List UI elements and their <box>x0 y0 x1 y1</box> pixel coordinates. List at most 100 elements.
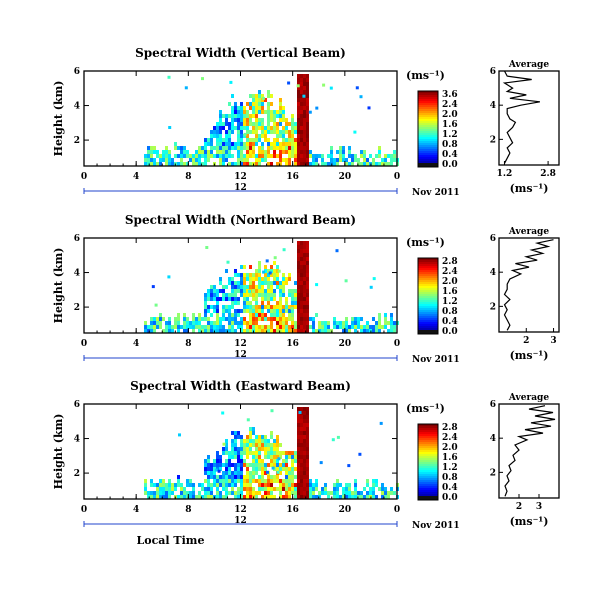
heatmap-cell <box>264 293 267 297</box>
heatmap-cell <box>318 321 321 325</box>
heatmap-cell <box>210 134 213 138</box>
heatmap-cell <box>300 102 303 106</box>
heatmap-cell <box>285 158 288 162</box>
heatmap-cell <box>225 495 228 499</box>
heatmap-cell <box>342 491 345 495</box>
x-tick-label: 16 <box>286 172 299 182</box>
average-y-tick: 4 <box>490 434 496 444</box>
heatmap-cell <box>207 455 210 459</box>
heatmap-cell <box>336 435 340 439</box>
heatmap-cell <box>264 305 267 309</box>
heatmap-cell <box>228 122 231 126</box>
heatmap-cell <box>252 297 255 301</box>
heatmap-cell <box>300 130 303 134</box>
heatmap-cell <box>294 154 297 158</box>
heatmap-cell <box>249 285 252 289</box>
heatmap-cell <box>243 443 246 447</box>
heatmap-cell <box>249 317 252 321</box>
heatmap-cell <box>273 329 276 333</box>
heatmap-cell <box>300 431 303 435</box>
heatmap-cell <box>273 495 276 499</box>
x-tick-label: 0 <box>81 172 87 182</box>
heatmap-cell <box>228 471 231 475</box>
heatmap-cell <box>252 451 255 455</box>
heatmap-cell <box>168 483 171 487</box>
heatmap-cell <box>390 158 393 162</box>
heatmap-cell <box>231 130 234 134</box>
heatmap-cell <box>306 114 309 118</box>
heatmap-cell <box>294 138 297 142</box>
colorbar-tick: 0.0 <box>442 327 458 337</box>
heatmap-cell <box>330 154 333 158</box>
heatmap-cell <box>255 325 258 329</box>
heatmap-cell <box>270 479 273 483</box>
heatmap-cell <box>294 483 297 487</box>
heatmap-cell <box>237 495 240 499</box>
heatmap-cell <box>252 273 255 277</box>
heatmap-cell <box>264 273 267 277</box>
heatmap-cell <box>279 471 282 475</box>
heatmap-cell <box>255 142 258 146</box>
heatmap-cell <box>222 293 225 297</box>
heatmap-cell <box>240 273 243 277</box>
heatmap-cell <box>363 154 366 158</box>
heatmap-cell <box>276 146 279 150</box>
heatmap-cell <box>243 162 246 166</box>
heatmap-cell <box>222 142 225 146</box>
average-x-tick: 1.2 <box>497 169 513 179</box>
heatmap-cell <box>246 475 249 479</box>
heatmap-cell <box>369 491 372 495</box>
heatmap-cell <box>261 463 264 467</box>
heatmap-cell <box>279 158 282 162</box>
heatmap-cell <box>294 150 297 154</box>
heatmap-cell <box>306 245 309 249</box>
heatmap-cell <box>231 110 234 114</box>
heatmap-cell <box>237 463 240 467</box>
heatmap-cell <box>351 325 354 329</box>
heatmap-cell <box>321 158 324 162</box>
heatmap-cell <box>228 154 231 158</box>
heatmap-cell <box>393 491 396 495</box>
heatmap-cell <box>195 158 198 162</box>
heatmap-cell <box>378 154 381 158</box>
heatmap-cell <box>234 491 237 495</box>
heatmap-cell <box>246 273 249 277</box>
heatmap-cell <box>162 317 165 321</box>
heatmap-cell <box>237 467 240 471</box>
heatmap-cell <box>297 471 300 475</box>
heatmap-cell <box>222 297 225 301</box>
heatmap-cell <box>219 122 222 126</box>
heatmap-cell <box>246 479 249 483</box>
y-axis-label: Height (km) <box>52 81 65 157</box>
heatmap-cell <box>303 317 306 321</box>
heatmap-cell <box>231 471 234 475</box>
heatmap-cell <box>300 439 303 443</box>
heatmap-cell <box>288 134 291 138</box>
heatmap-cell <box>213 305 216 309</box>
heatmap-cell <box>210 130 213 134</box>
heatmap-cell <box>273 459 276 463</box>
heatmap-cell <box>168 495 171 499</box>
heatmap-cell <box>252 138 255 142</box>
heatmap-cell <box>255 471 258 475</box>
heatmap-cell <box>303 74 306 78</box>
heatmap-cell <box>153 317 156 321</box>
heatmap-cell <box>276 309 279 313</box>
heatmap-cell <box>234 281 237 285</box>
heatmap-cell <box>261 118 264 122</box>
heatmap-cell <box>231 443 234 447</box>
heatmap-cell <box>297 443 300 447</box>
average-x-tick: 2 <box>516 502 522 512</box>
heatmap-cell <box>300 293 303 297</box>
heatmap-cell <box>279 443 282 447</box>
heatmap-cell <box>366 483 369 487</box>
heatmap-cell <box>303 305 306 309</box>
x-tick-label: 16 <box>286 505 299 515</box>
heatmap-cell <box>210 495 213 499</box>
heatmap-cell <box>315 158 318 162</box>
heatmap-cell <box>264 98 267 102</box>
heatmap-cell <box>302 94 306 98</box>
heatmap-cell <box>219 297 222 301</box>
heatmap-cell <box>387 321 390 325</box>
